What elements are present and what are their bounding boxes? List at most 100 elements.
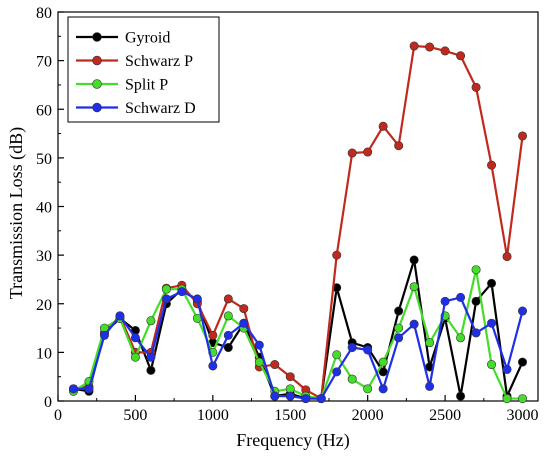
data-point-schwarz-d [502,364,512,374]
data-point-split-p [518,394,528,404]
series-schwarz-d [68,287,528,404]
data-point-split-p [130,352,140,362]
data-point-schwarz-d [425,381,435,391]
data-point-schwarz-p [363,147,373,157]
x-tick-label: 2000 [352,407,384,424]
data-point-schwarz-d [363,345,373,355]
data-point-split-p [146,316,156,326]
data-point-schwarz-p [487,160,497,170]
data-point-schwarz-d [456,292,466,302]
y-tick-label: 0 [44,394,52,411]
data-point-schwarz-d [68,384,78,394]
data-point-schwarz-p [456,51,466,61]
data-point-schwarz-p [270,360,280,370]
data-point-gyroid [409,255,419,265]
data-point-split-p [409,282,419,292]
legend-item: Split P [76,77,168,94]
series-line-gyroid [73,258,524,400]
data-point-schwarz-d [347,343,357,353]
data-point-schwarz-d [332,367,342,377]
y-tick-label: 80 [36,5,52,22]
plot-series [68,41,528,404]
data-point-schwarz-p [440,46,450,56]
data-point-schwarz-d [84,384,94,394]
x-tick-label: 1000 [197,407,229,424]
series-gyroid [68,255,528,404]
legend-item: Schwarz D [76,100,196,117]
data-point-schwarz-d [440,296,450,306]
data-point-schwarz-p [223,294,233,304]
data-point-schwarz-p [471,82,481,92]
data-point-split-p [456,333,466,343]
legend-marker [92,102,102,113]
data-point-schwarz-p [332,250,342,260]
data-point-gyroid [223,343,233,353]
legend-item: Gyroid [76,30,170,47]
data-point-split-p [363,384,373,394]
legend-label: Split P [125,77,168,94]
data-point-split-p [223,311,233,321]
data-point-schwarz-p [378,121,388,131]
legend-marker [92,79,102,89]
data-point-schwarz-d [254,340,264,350]
legend-label: Schwarz D [125,100,196,117]
data-point-schwarz-d [161,294,171,304]
data-point-schwarz-d [130,333,140,343]
y-axis-title: Transmission Loss (dB) [6,127,27,299]
data-point-schwarz-d [487,318,497,328]
data-point-gyroid [394,306,404,316]
data-point-schwarz-d [208,361,218,371]
data-point-split-p [378,357,388,367]
data-point-schwarz-d [301,394,311,404]
data-point-schwarz-d [146,352,156,362]
legend-marker [92,55,102,66]
legend-label: Gyroid [125,30,170,47]
data-point-split-p [425,338,435,348]
legend-label: Schwarz P [125,53,193,70]
y-tick-label: 60 [36,102,52,119]
data-point-schwarz-d [115,311,125,321]
data-point-schwarz-p [239,304,249,314]
data-point-schwarz-d [223,330,233,340]
data-point-schwarz-p [518,131,528,141]
data-point-schwarz-p [285,372,295,382]
data-point-gyroid [518,357,528,367]
x-tick-label: 0 [54,407,62,424]
data-point-schwarz-p [425,42,435,52]
data-point-schwarz-d [316,394,326,404]
data-point-split-p [332,350,342,360]
data-point-gyroid [456,391,466,401]
data-point-gyroid [471,296,481,306]
data-point-gyroid [146,365,156,375]
data-point-schwarz-p [347,148,357,158]
data-point-schwarz-d [394,333,404,343]
data-point-schwarz-d [518,306,528,316]
x-tick-label: 500 [123,407,147,424]
data-point-split-p [471,265,481,275]
y-tick-label: 20 [36,297,52,314]
series-line-split-p [72,268,523,400]
x-tick-label: 3000 [507,407,539,424]
y-tick-label: 30 [36,248,52,265]
data-point-split-p [347,374,357,384]
y-tick-label: 70 [36,54,52,71]
data-point-schwarz-d [99,330,109,340]
y-tick-label: 10 [36,345,52,362]
x-axis-title: Frequency (Hz) [236,430,349,451]
y-tick-label: 40 [36,200,52,217]
data-point-split-p [502,394,512,404]
data-point-gyroid [487,278,497,288]
data-point-schwarz-p [394,141,404,151]
legend-marker [92,32,102,42]
data-point-schwarz-d [285,391,295,401]
legend-item: Schwarz P [76,53,193,70]
data-point-schwarz-d [192,294,202,304]
data-point-schwarz-d [378,384,388,394]
data-point-schwarz-d [239,318,249,328]
data-point-schwarz-d [270,391,280,401]
data-point-schwarz-p [409,41,419,51]
data-point-split-p [254,357,264,367]
data-point-schwarz-d [471,328,481,338]
y-tick-label: 50 [36,151,52,168]
